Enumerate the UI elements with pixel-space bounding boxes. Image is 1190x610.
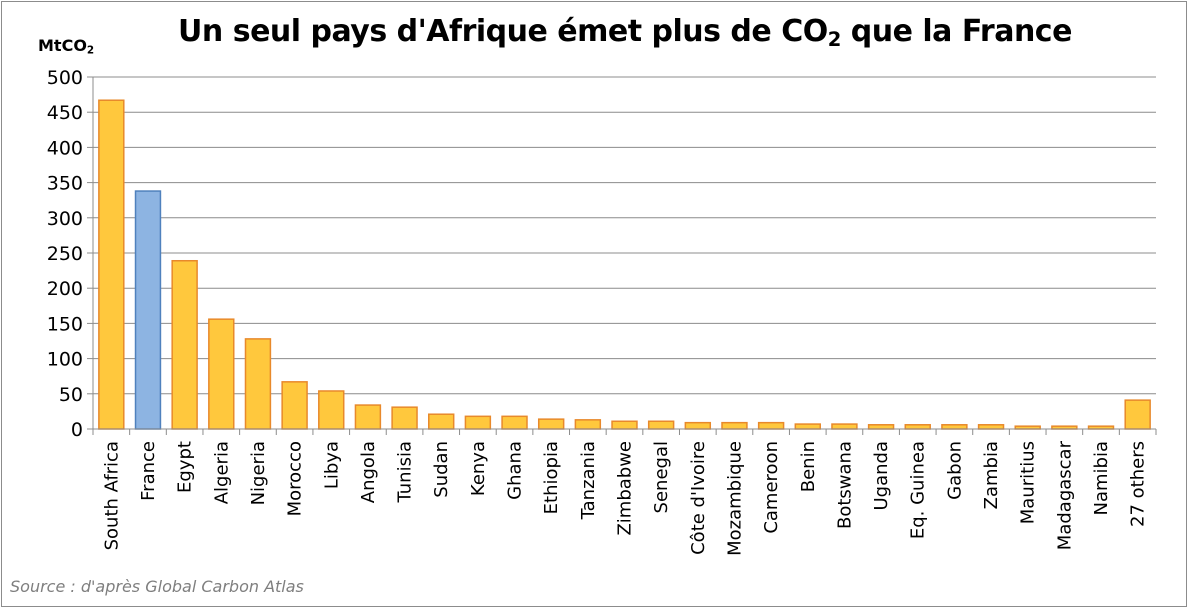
x-tick-label: Eq. Guinea [908, 441, 929, 539]
x-tick-label: Côte d'Ivoire [688, 441, 709, 555]
y-tick-label: 0 [71, 419, 83, 441]
x-axis-labels: South Africa France Egypt Algeria Nigeria Mor… [101, 440, 1148, 555]
bar [684, 421, 712, 430]
bar [831, 423, 858, 430]
bar [464, 415, 492, 430]
y-tick-label: 150 [47, 313, 83, 335]
y-tick-label: 400 [47, 137, 83, 159]
x-tick-label: Nigeria [248, 441, 269, 505]
x-tick-label: Mozambique [724, 441, 745, 556]
title-suffix: que la France [840, 14, 1073, 49]
chart-title: Un seul pays d'Afrique émet plus de CO2 … [150, 14, 1100, 51]
x-tick-label: Senegal [651, 441, 672, 513]
x-tick-label: Cameroon [761, 441, 782, 534]
y-tick-label: 450 [47, 102, 83, 124]
y-tick-label: 500 [47, 67, 83, 89]
x-tick-label: Ethiopia [541, 441, 562, 514]
x-tick-label: Kenya [468, 441, 489, 496]
title-subscript: 2 [827, 27, 842, 51]
bar [171, 259, 198, 430]
x-tick-label: Zimbabwe [615, 441, 636, 536]
bar [537, 418, 565, 430]
x-tick-label: Algeria [211, 441, 232, 504]
y-axis-unit-subscript: 2 [86, 44, 95, 57]
y-tick-label: 350 [47, 173, 83, 195]
x-tick-label: Libya [321, 441, 342, 489]
bar [208, 318, 235, 430]
title-main: Un seul pays d'Afrique émet plus de CO [178, 14, 828, 49]
y-tick-label: 100 [47, 349, 83, 371]
bar [611, 420, 638, 430]
bar [281, 381, 308, 430]
x-tick-label: Ghana [505, 441, 526, 500]
y-tick-label: 300 [47, 208, 83, 230]
x-tick-label: France [138, 441, 159, 501]
bar [757, 421, 785, 430]
axes [92, 77, 1157, 435]
y-axis-unit: MtCO2 [38, 36, 94, 57]
x-tick-label: Egypt [175, 441, 196, 493]
bar [501, 415, 528, 430]
x-tick-label: Tunisia [395, 441, 416, 504]
bar [354, 404, 382, 430]
y-axis-unit-text: MtCO [38, 36, 87, 55]
x-tick-label: Botswana [834, 441, 855, 529]
y-axis-ticks: 0 50 100 150 200 250 300 350 400 450 500 [47, 67, 93, 441]
bar [647, 420, 675, 430]
bar [794, 423, 821, 430]
x-tick-label: Morocco [285, 441, 306, 516]
source-note: Source : d'après Global Carbon Atlas [10, 577, 304, 596]
y-tick-label: 250 [47, 243, 83, 265]
x-tick-label: Namibia [1091, 441, 1112, 516]
bar [904, 424, 931, 430]
bar [721, 421, 748, 430]
x-tick-label: Mauritius [1018, 441, 1039, 524]
bar [318, 390, 345, 430]
x-tick-label: Benin [798, 441, 819, 492]
bar [391, 406, 418, 430]
x-tick-label: Gabon [944, 441, 965, 500]
x-tick-label: Madagascar [1054, 440, 1075, 550]
bar [574, 419, 602, 430]
y-tick-label: 200 [47, 278, 83, 300]
x-tick-label: Sudan [431, 441, 452, 498]
bar [98, 99, 125, 430]
y-tick-label: 50 [59, 384, 83, 406]
x-tick-label: Angola [358, 441, 379, 503]
x-tick-label: Tanzania [578, 441, 599, 520]
bar [1124, 399, 1151, 430]
bar [977, 424, 1005, 430]
x-tick-label: Uganda [871, 441, 892, 511]
bar [867, 424, 895, 430]
x-tick-label: 27 others [1128, 441, 1149, 527]
bar [941, 424, 968, 430]
bar [134, 190, 162, 430]
bars [98, 99, 1151, 430]
x-tick-label: Zambia [981, 441, 1002, 509]
x-tick-label: South Africa [101, 441, 122, 550]
bar [244, 338, 272, 430]
bar [428, 413, 455, 430]
